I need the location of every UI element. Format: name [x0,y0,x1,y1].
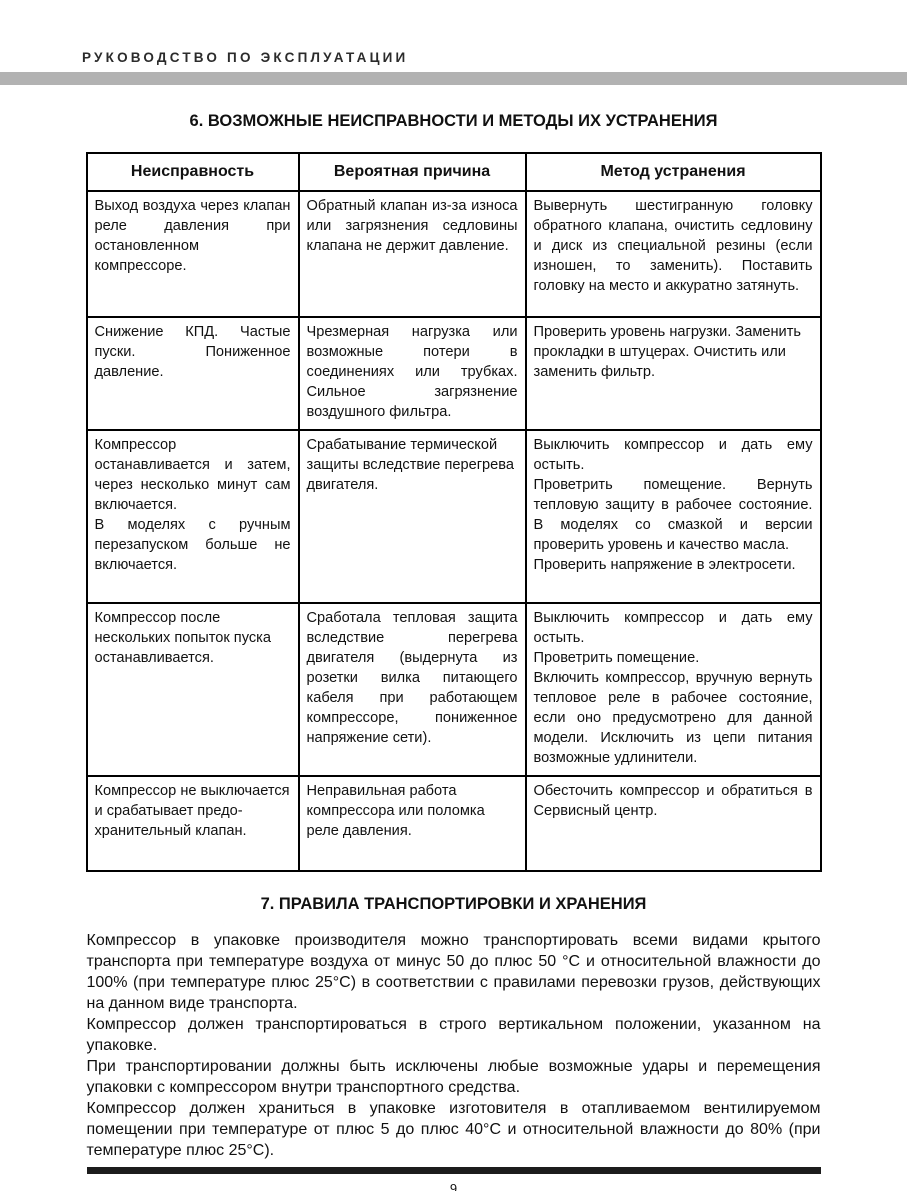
section7-body: Компрессор в упаковке производителя можн… [87,930,821,1161]
column-header-cause: Вероятная причина [297,152,527,192]
table-row: Компрессор не выключается и срабатывает … [85,775,822,872]
cause-cell: Неправильная работа компрессора или поло… [297,775,527,872]
column-header-fault: Неисправность [85,152,300,192]
cause-cell: Срабатывание термической защиты вследств… [297,429,527,604]
section7-title: 7. ПРАВИЛА ТРАНСПОРТИРОВКИ И ХРАНЕНИЯ [260,895,647,913]
page-number: 9 [449,1181,458,1191]
table-header-row: Неисправность Вероятная причина Метод ус… [85,152,822,192]
section6-title: 6. ВОЗМОЖНЫЕ НЕИСПРАВНОСТИ И МЕТОДЫ ИХ У… [189,112,718,130]
table-row: Компрессор после нескольких попыток пуск… [85,602,822,777]
fault-cell: Выход воздуха через клапан реле давления… [85,190,300,318]
remedy-cell: Выключить компрессор и дать ему остыть. … [524,602,822,777]
header-divider-bar [0,72,907,85]
column-header-remedy: Метод устранения [524,152,822,192]
footer-rule [86,1167,821,1174]
cause-cell: Обратный клапан из-за износа или загрязн… [297,190,527,318]
paragraph: Компрессор должен храниться в упаковке и… [86,1100,821,1159]
paragraph: При транспортировании должны быть исключ… [86,1058,821,1096]
fault-cell: Снижение КПД. Частые пуски. Пониженное д… [85,316,300,431]
running-header-title: РУКОВОДСТВО ПО ЭКСПЛУАТАЦИИ [82,50,409,65]
remedy-cell: Выключить компрессор и дать ему остыть. … [524,429,822,604]
remedy-cell: Проверить уровень нагрузки. Заменить про… [524,316,822,431]
fault-cell: Компрессор после нескольких попыток пуск… [85,602,300,777]
fault-cell: Компрессор не выключается и срабатывает … [85,775,300,872]
table-row: Снижение КПД. Частые пуски. Пониженное д… [85,316,822,431]
cause-cell: Чрезмерная нагрузка или возможные потери… [297,316,527,431]
fault-cell: Компрессор останавливается и затем, чере… [85,429,300,604]
remedy-cell: Вывернуть шестигранную головку обратного… [524,190,822,318]
table-row: Компрессор останавливается и затем, чере… [85,429,822,604]
table-row: Выход воздуха через клапан реле давления… [85,190,822,318]
cause-cell: Сработала тепловая защита вследствие пер… [297,602,527,777]
running-header: РУКОВОДСТВО ПО ЭКСПЛУАТАЦИИ [82,50,907,65]
paragraph: Компрессор должен транспортироваться в с… [86,1016,821,1054]
remedy-cell: Обесточить компрессор и обратиться в Сер… [524,775,822,872]
paragraph: Компрессор в упаковке производителя можн… [86,932,821,1012]
fault-table: Неисправность Вероятная причина Метод ус… [85,152,822,872]
